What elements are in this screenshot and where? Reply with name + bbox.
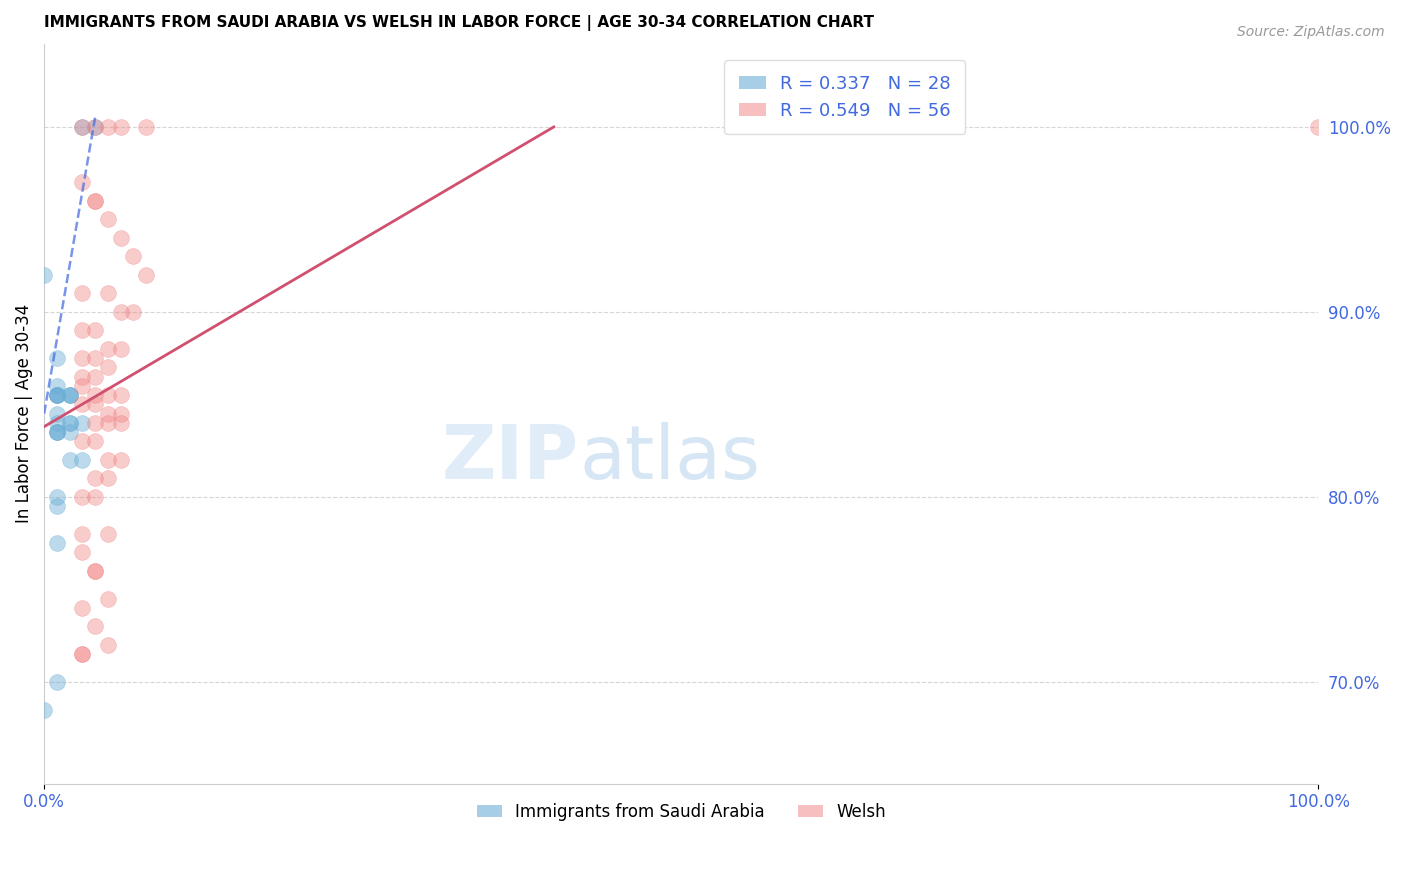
- Point: [84, 120, 107, 134]
- Point: [45, 490, 67, 504]
- Point: [72, 434, 94, 449]
- Point: [97, 212, 120, 227]
- Point: [58, 388, 80, 402]
- Point: [110, 342, 132, 356]
- Point: [84, 351, 107, 366]
- Text: atlas: atlas: [579, 422, 761, 494]
- Point: [97, 453, 120, 467]
- Point: [72, 369, 94, 384]
- Point: [84, 388, 107, 402]
- Point: [84, 490, 107, 504]
- Point: [58, 388, 80, 402]
- Point: [84, 564, 107, 578]
- Point: [110, 120, 132, 134]
- Point: [72, 286, 94, 301]
- Point: [72, 397, 94, 411]
- Y-axis label: In Labor Force | Age 30-34: In Labor Force | Age 30-34: [15, 304, 32, 524]
- Point: [110, 305, 132, 319]
- Point: [84, 619, 107, 633]
- Point: [72, 176, 94, 190]
- Point: [45, 425, 67, 440]
- Point: [72, 545, 94, 559]
- Point: [135, 268, 157, 282]
- Point: [97, 471, 120, 485]
- Point: [84, 194, 107, 208]
- Point: [135, 120, 157, 134]
- Point: [45, 351, 67, 366]
- Point: [72, 416, 94, 430]
- Point: [58, 416, 80, 430]
- Point: [97, 638, 120, 652]
- Point: [58, 425, 80, 440]
- Point: [110, 453, 132, 467]
- Point: [72, 601, 94, 615]
- Point: [122, 249, 145, 263]
- Point: [97, 342, 120, 356]
- Point: [84, 369, 107, 384]
- Point: [110, 231, 132, 245]
- Text: IMMIGRANTS FROM SAUDI ARABIA VS WELSH IN LABOR FORCE | AGE 30-34 CORRELATION CHA: IMMIGRANTS FROM SAUDI ARABIA VS WELSH IN…: [44, 15, 875, 31]
- Point: [45, 425, 67, 440]
- Point: [72, 351, 94, 366]
- Point: [97, 286, 120, 301]
- Point: [58, 388, 80, 402]
- Point: [45, 407, 67, 421]
- Point: [58, 416, 80, 430]
- Point: [84, 471, 107, 485]
- Point: [45, 388, 67, 402]
- Point: [84, 194, 107, 208]
- Point: [72, 490, 94, 504]
- Point: [110, 416, 132, 430]
- Point: [72, 527, 94, 541]
- Point: [84, 434, 107, 449]
- Point: [45, 388, 67, 402]
- Point: [45, 675, 67, 690]
- Point: [97, 591, 120, 606]
- Point: [97, 120, 120, 134]
- Point: [84, 416, 107, 430]
- Point: [72, 453, 94, 467]
- Point: [45, 536, 67, 550]
- Point: [45, 388, 67, 402]
- Point: [97, 407, 120, 421]
- Text: Source: ZipAtlas.com: Source: ZipAtlas.com: [1237, 25, 1385, 39]
- Point: [45, 499, 67, 513]
- Point: [72, 379, 94, 393]
- Point: [97, 527, 120, 541]
- Point: [58, 453, 80, 467]
- Point: [84, 564, 107, 578]
- Point: [97, 416, 120, 430]
- Point: [97, 388, 120, 402]
- Point: [1308, 120, 1330, 134]
- Point: [45, 416, 67, 430]
- Point: [72, 647, 94, 661]
- Point: [45, 379, 67, 393]
- Point: [97, 360, 120, 375]
- Point: [72, 323, 94, 337]
- Point: [84, 323, 107, 337]
- Point: [45, 388, 67, 402]
- Point: [32, 268, 55, 282]
- Point: [84, 397, 107, 411]
- Point: [32, 703, 55, 717]
- Point: [72, 120, 94, 134]
- Point: [72, 647, 94, 661]
- Point: [122, 305, 145, 319]
- Point: [72, 120, 94, 134]
- Point: [45, 425, 67, 440]
- Text: ZIP: ZIP: [441, 422, 579, 494]
- Point: [110, 407, 132, 421]
- Point: [84, 120, 107, 134]
- Point: [110, 388, 132, 402]
- Legend: Immigrants from Saudi Arabia, Welsh: Immigrants from Saudi Arabia, Welsh: [470, 796, 893, 827]
